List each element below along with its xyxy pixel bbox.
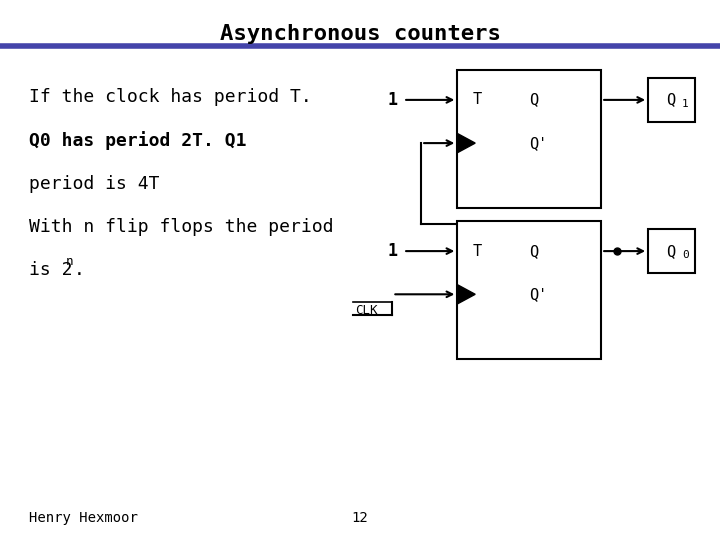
Text: Q: Q <box>666 244 675 259</box>
Bar <box>648 78 695 122</box>
Text: is 2: is 2 <box>29 261 72 279</box>
Text: 1: 1 <box>387 91 397 109</box>
Text: Q: Q <box>666 92 675 107</box>
Text: CLK: CLK <box>355 304 377 317</box>
Text: Q: Q <box>529 244 539 259</box>
Bar <box>457 221 601 359</box>
Text: T: T <box>473 244 482 259</box>
Polygon shape <box>457 285 475 304</box>
Text: Henry Hexmoor: Henry Hexmoor <box>29 511 138 525</box>
Text: 12: 12 <box>351 511 369 525</box>
Text: Q0 has period 2T. Q1: Q0 has period 2T. Q1 <box>29 131 246 150</box>
Bar <box>457 70 601 208</box>
Text: period is 4T: period is 4T <box>29 174 159 193</box>
Text: .: . <box>74 261 85 279</box>
Bar <box>648 230 695 273</box>
Text: n: n <box>66 255 73 268</box>
Text: Q': Q' <box>529 287 547 302</box>
Text: With n flip flops the period: With n flip flops the period <box>29 218 333 236</box>
Text: T: T <box>473 92 482 107</box>
Text: Q': Q' <box>529 136 547 151</box>
Text: If the clock has period T.: If the clock has period T. <box>29 88 312 106</box>
Text: Asynchronous counters: Asynchronous counters <box>220 24 500 44</box>
Text: 1: 1 <box>387 242 397 260</box>
Text: 1: 1 <box>682 99 688 109</box>
Polygon shape <box>457 133 475 153</box>
Text: Q: Q <box>529 92 539 107</box>
Text: 0: 0 <box>682 251 688 260</box>
